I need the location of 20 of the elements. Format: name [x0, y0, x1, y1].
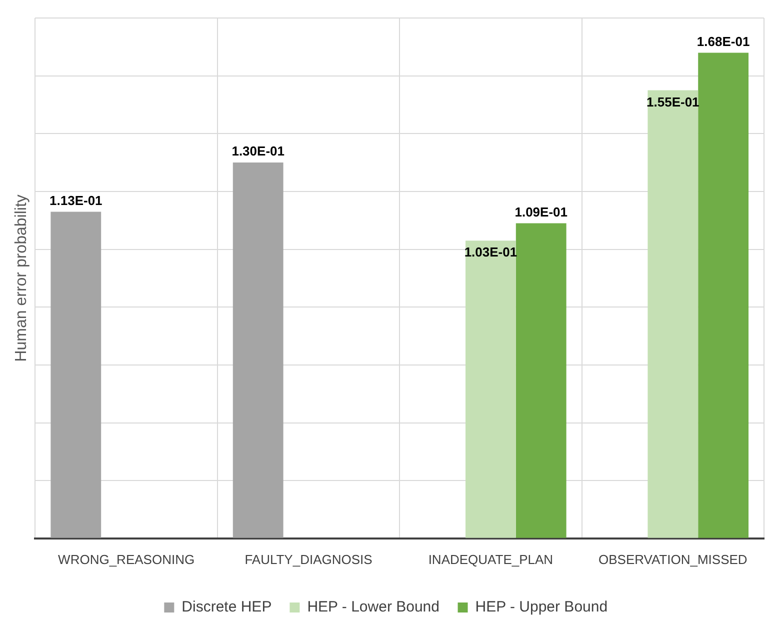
data-label: 1.03E-01: [464, 244, 518, 260]
data-label: 1.55E-01: [646, 94, 700, 110]
data-label: 1.30E-01: [232, 144, 284, 159]
bar: [648, 90, 698, 538]
data-label: 1.09E-01: [514, 204, 568, 220]
x-tick-label: FAULTY_DIAGNOSIS: [244, 552, 373, 567]
bar: [516, 223, 566, 538]
legend-label: Discrete HEP: [182, 598, 272, 616]
bar: [465, 240, 516, 538]
bar: [50, 212, 102, 538]
legend-label: HEP - Upper Bound: [475, 598, 608, 616]
x-tick-label: WRONG_REASONING: [58, 552, 195, 567]
bar: [232, 162, 284, 538]
x-tick-label: INADEQUATE_PLAN: [428, 552, 554, 567]
bar: [698, 52, 749, 538]
y-axis-title: Human error probability: [13, 194, 30, 362]
x-tick-label: OBSERVATION_MISSED: [598, 552, 748, 567]
data-label: 1.13E-01: [50, 192, 102, 208]
data-label: 1.68E-01: [696, 34, 750, 49]
legend-label: HEP - Lower Bound: [307, 598, 440, 616]
